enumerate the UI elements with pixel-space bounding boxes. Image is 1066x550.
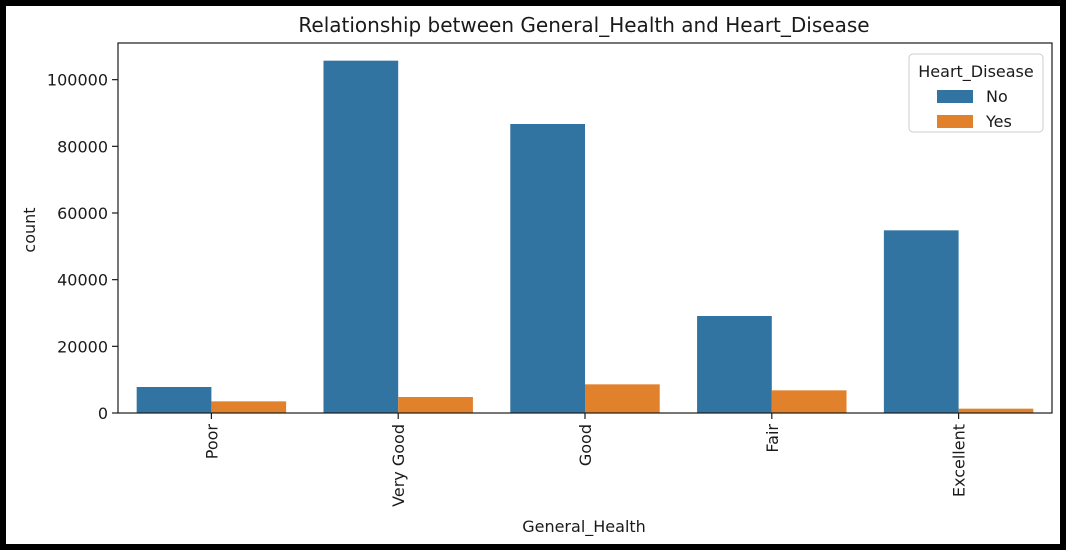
chart-figure: Relationship between General_Health and … bbox=[6, 6, 1060, 544]
y-tick-label: 20000 bbox=[57, 337, 108, 356]
bar-yes-good bbox=[585, 384, 660, 413]
legend-frame bbox=[908, 53, 1044, 133]
legend-label-no: No bbox=[986, 87, 1008, 106]
bar-no-excellent bbox=[883, 230, 959, 413]
x-tick-label: Very Good bbox=[389, 424, 408, 507]
legend-label-yes: Yes bbox=[985, 112, 1012, 131]
x-tick-label: Good bbox=[576, 424, 595, 466]
y-tick-label: 60000 bbox=[57, 204, 108, 223]
x-tick-label: Excellent bbox=[950, 424, 969, 497]
plot-area: 0 20000 40000 60000 80000 100000 Poor Very Good… bbox=[47, 42, 1053, 507]
legend: Heart_Disease No Yes bbox=[908, 53, 1044, 133]
bar-yes-poor bbox=[211, 401, 287, 413]
y-tick-label: 40000 bbox=[57, 271, 108, 290]
bar-no-very-good bbox=[323, 60, 399, 414]
y-tick-label: 80000 bbox=[57, 137, 108, 156]
x-tick-label: Fair bbox=[763, 424, 782, 453]
bar-yes-very-good bbox=[398, 397, 473, 413]
bar-yes-fair bbox=[771, 390, 847, 413]
chart-svg: Relationship between General_Health and … bbox=[20, 13, 1053, 537]
bar-no-poor bbox=[136, 387, 212, 413]
y-axis-label: count bbox=[20, 207, 39, 252]
chart-title: Relationship between General_Health and … bbox=[298, 13, 869, 37]
x-axis-label: General_Health bbox=[522, 517, 646, 537]
y-tick-label: 100000 bbox=[47, 71, 108, 90]
x-tick-label: Poor bbox=[202, 424, 221, 460]
legend-swatch-no bbox=[937, 90, 973, 103]
bar-no-fair bbox=[697, 316, 772, 413]
legend-title: Heart_Disease bbox=[918, 62, 1033, 82]
legend-swatch-yes bbox=[937, 115, 973, 128]
y-tick-label: 0 bbox=[98, 404, 108, 423]
bar-yes-excellent bbox=[958, 408, 1034, 413]
bar-no-good bbox=[510, 124, 585, 413]
